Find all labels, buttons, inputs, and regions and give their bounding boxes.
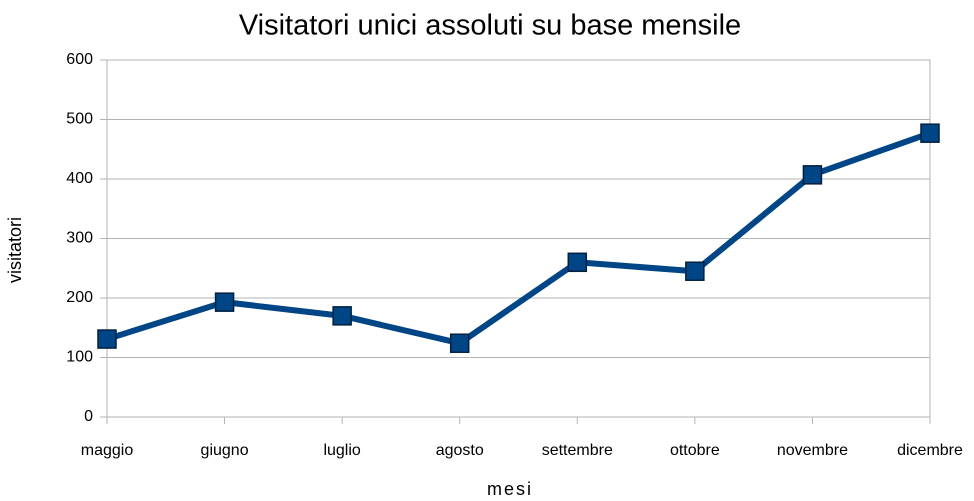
line xyxy=(106,130,932,347)
x-tick-label: giugno xyxy=(201,442,249,459)
marker xyxy=(567,252,588,273)
y-tick-label: 500 xyxy=(66,111,93,128)
y-tick-label: 300 xyxy=(66,230,93,247)
y-tick-label: 600 xyxy=(66,51,93,68)
chart-title: Visitatori unici assoluti su base mensil… xyxy=(239,10,741,42)
plot-border xyxy=(106,59,931,418)
x-tick-label: settembre xyxy=(542,442,613,459)
x-tick-label: agosto xyxy=(436,442,484,459)
marker xyxy=(332,306,352,326)
y-tick-label: 100 xyxy=(66,349,93,366)
marker xyxy=(685,261,705,281)
x-axis-label: mesi xyxy=(487,479,533,499)
x-tick-label: ottobre xyxy=(670,442,720,459)
x-tick-label: dicembre xyxy=(897,442,963,459)
marker xyxy=(920,123,940,143)
marker xyxy=(802,165,823,185)
y-tick-label: 200 xyxy=(66,289,93,306)
y-tick-label: 400 xyxy=(66,170,93,187)
x-tick-label: luglio xyxy=(323,442,360,459)
x-tick-label: novembre xyxy=(777,442,848,459)
marker xyxy=(449,333,470,353)
marker xyxy=(214,292,235,312)
marker xyxy=(97,329,117,349)
y-tick-label: 0 xyxy=(84,408,93,425)
y-axis-label: visitatori xyxy=(5,217,25,283)
x-tick-label: maggio xyxy=(81,442,134,459)
